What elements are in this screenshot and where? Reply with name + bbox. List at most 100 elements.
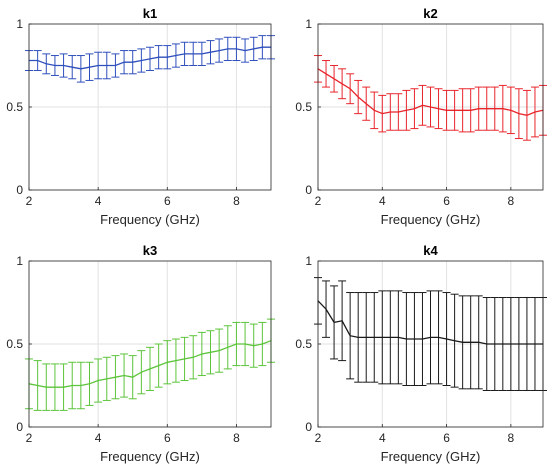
data-point [341,83,343,85]
data-point [201,53,203,55]
data-point [365,103,367,105]
data-point [357,336,359,338]
x-tick-label: 4 [379,194,386,208]
x-tick-label: 4 [379,431,386,445]
y-tick-label: 0 [16,420,23,434]
data-point [140,371,142,373]
data-point [123,374,125,377]
data-point [381,113,383,115]
y-tick-label: 1 [16,254,23,268]
data-point [244,343,246,345]
data-point [445,109,448,111]
data-point [71,66,73,68]
data-point [192,53,194,55]
data-point [462,109,464,111]
data-point [470,109,472,111]
x-tick-label: 6 [164,194,171,208]
data-point [333,321,335,324]
data-point [373,109,375,111]
x-tick-label: 8 [233,194,240,208]
data-point [470,341,472,343]
y-tick-label: 0.5 [6,100,23,114]
data-point [97,64,99,67]
data-point [429,106,432,108]
chart-panel-k3: 2 4 6 8 0 0.5 1 k3 Frequency (GHz) [6,243,275,464]
data-point [114,376,117,378]
y-tick-label: 0 [16,183,23,197]
data-point [37,384,39,387]
chart-title: k3 [143,243,157,258]
data-point [389,336,391,338]
data-point [201,353,203,355]
data-point [526,114,528,116]
data-point [518,343,520,345]
data-point [80,68,82,70]
data-point [333,78,335,80]
x-axis-label: Frequency (GHz) [100,449,200,464]
data-point [227,48,229,50]
data-point [437,108,440,110]
data-point [389,111,391,113]
data-point [175,360,177,362]
data-point [429,336,432,338]
data-point [261,46,263,48]
data-point [54,386,56,388]
data-point [510,109,512,111]
data-point [166,56,168,58]
x-tick-label: 8 [508,431,515,445]
data-point [373,336,375,338]
data-point [437,336,440,338]
data-point [54,64,56,67]
data-point [227,346,229,348]
y-tick-label: 0 [305,420,312,434]
data-point [166,361,168,363]
data-point [62,386,65,388]
y-tick-label: 0.5 [6,337,23,351]
x-tick-label: 8 [233,431,240,445]
x-tick-label: 6 [443,431,450,445]
chart-title: k2 [423,6,437,21]
data-point [421,338,424,340]
data-point [454,109,456,111]
data-point [405,338,407,340]
data-point [45,63,47,65]
data-point [325,308,327,310]
data-point [45,386,47,388]
data-point [140,59,142,62]
data-point [97,379,99,382]
data-point [158,364,160,367]
data-point [397,111,399,113]
x-axis-label: Frequency (GHz) [381,212,481,227]
data-point [158,56,160,58]
x-axis-label: Frequency (GHz) [100,212,200,227]
x-tick-label: 2 [315,431,322,445]
data-point [502,108,504,110]
data-point [534,111,536,113]
x-tick-label: 6 [443,194,450,208]
chart-title: k1 [143,6,157,21]
x-tick-label: 2 [315,194,322,208]
data-point [218,49,220,52]
data-point [149,58,151,60]
data-point [253,345,255,347]
data-point [183,53,186,55]
x-tick-label: 4 [95,431,102,445]
data-point [71,384,73,387]
data-point [80,384,82,387]
y-tick-label: 0 [305,183,312,197]
chart-panel-k1: 2 4 6 8 0 0.5 1 k1 Frequency (GHz) [6,6,275,227]
x-tick-label: 8 [508,194,515,208]
data-point [397,336,399,338]
data-point [253,48,255,50]
data-point [357,96,359,98]
data-point [114,64,117,67]
data-point [106,378,108,380]
data-point [62,64,65,67]
data-point [413,338,416,340]
data-point [183,358,186,360]
data-point [413,108,416,110]
y-tick-label: 0.5 [295,100,312,114]
x-axis-label: Frequency (GHz) [381,449,481,464]
data-point [192,356,194,358]
